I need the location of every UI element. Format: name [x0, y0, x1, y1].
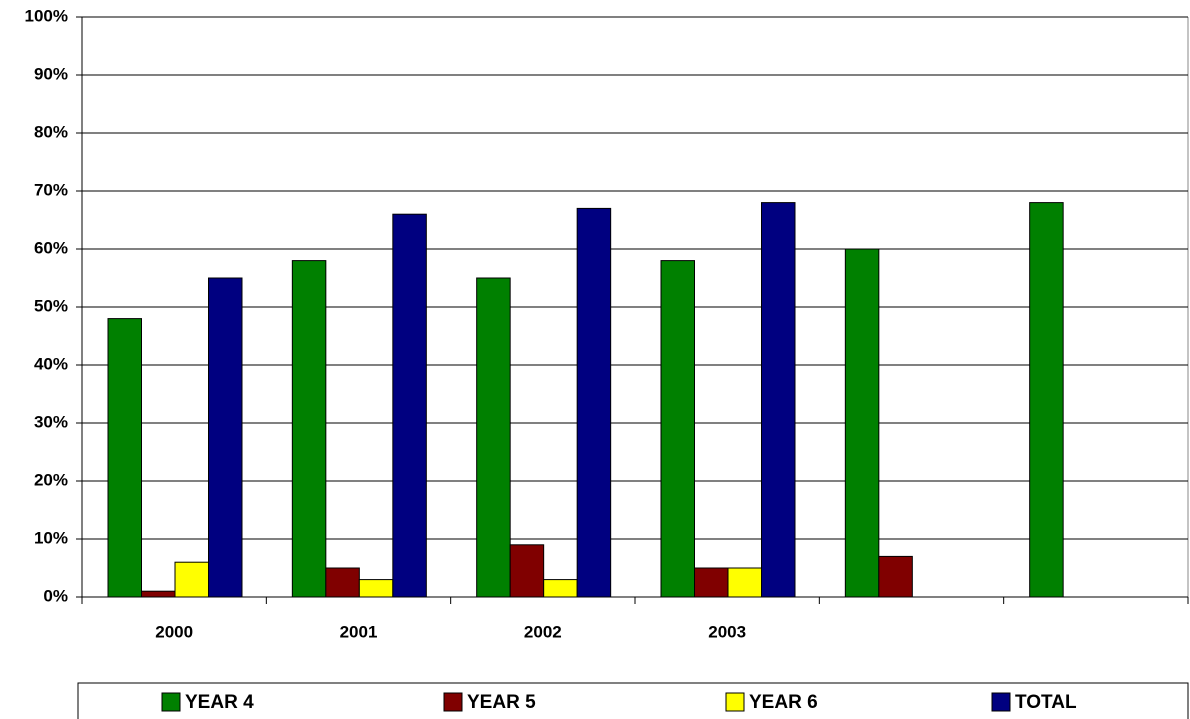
bar [107, 318, 142, 598]
bar [761, 202, 796, 598]
bar [878, 555, 913, 598]
bar [1029, 202, 1064, 598]
x-tick-label: 2001 [340, 622, 378, 641]
y-tick-label: 40% [34, 354, 68, 373]
bar [476, 277, 511, 598]
bar [660, 260, 695, 598]
y-tick-label: 100% [25, 6, 68, 25]
x-tick-label: 2000 [155, 622, 193, 641]
x-tick-label: 2002 [524, 622, 562, 641]
y-tick-label: 0% [43, 586, 68, 605]
legend-label: YEAR 6 [749, 692, 818, 713]
bar [543, 579, 578, 598]
bar [844, 248, 880, 598]
bar [509, 544, 545, 598]
y-tick-label: 60% [34, 238, 68, 257]
bar [358, 579, 394, 598]
bar [174, 561, 209, 598]
legend-swatch [991, 692, 1011, 712]
x-tick-label: 2003 [708, 622, 746, 641]
bar [325, 567, 360, 598]
bar [727, 567, 762, 598]
y-tick-label: 70% [34, 180, 68, 199]
bar [291, 260, 327, 598]
bar [694, 567, 729, 598]
legend-label: YEAR 5 [467, 692, 536, 713]
y-tick-label: 10% [34, 528, 68, 547]
y-tick-label: 80% [34, 122, 68, 141]
bar [392, 213, 427, 598]
legend-swatch [161, 692, 181, 712]
y-tick-label: 90% [34, 64, 68, 83]
bar [576, 207, 612, 598]
legend-label: YEAR 4 [185, 692, 254, 713]
bar [208, 277, 243, 598]
y-tick-label: 30% [34, 412, 68, 431]
legend-swatch [443, 692, 463, 712]
legend-label: TOTAL [1015, 692, 1077, 713]
legend-swatch [725, 692, 745, 712]
y-tick-label: 50% [34, 296, 68, 315]
bar [141, 590, 176, 598]
y-tick-label: 20% [34, 470, 68, 489]
